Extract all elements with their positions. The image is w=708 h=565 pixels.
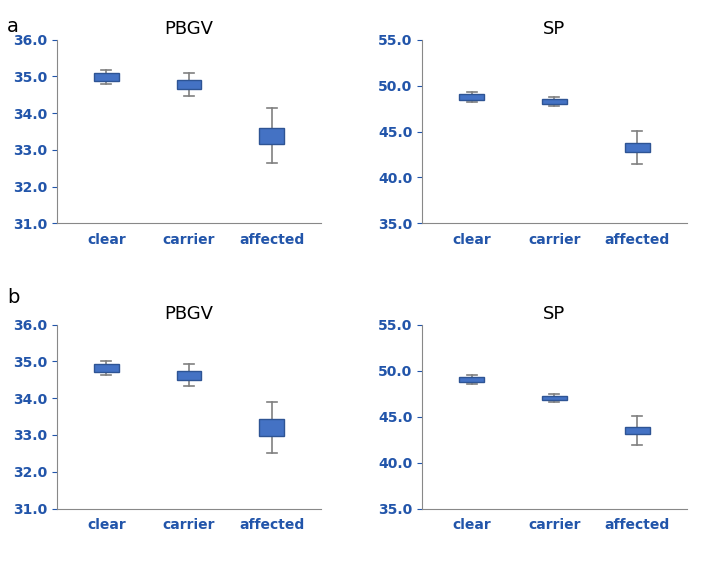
FancyBboxPatch shape — [94, 73, 119, 81]
FancyBboxPatch shape — [542, 99, 567, 104]
FancyBboxPatch shape — [176, 80, 202, 89]
FancyBboxPatch shape — [176, 371, 202, 380]
Text: a: a — [7, 17, 19, 36]
Title: PBGV: PBGV — [164, 20, 214, 38]
FancyBboxPatch shape — [624, 144, 649, 152]
FancyBboxPatch shape — [624, 427, 649, 434]
Title: PBGV: PBGV — [164, 305, 214, 323]
Text: b: b — [7, 288, 19, 307]
FancyBboxPatch shape — [94, 364, 119, 372]
FancyBboxPatch shape — [459, 377, 484, 382]
FancyBboxPatch shape — [542, 396, 567, 400]
FancyBboxPatch shape — [459, 94, 484, 99]
FancyBboxPatch shape — [259, 128, 284, 144]
Title: SP: SP — [543, 20, 566, 38]
Title: SP: SP — [543, 305, 566, 323]
FancyBboxPatch shape — [259, 419, 284, 436]
